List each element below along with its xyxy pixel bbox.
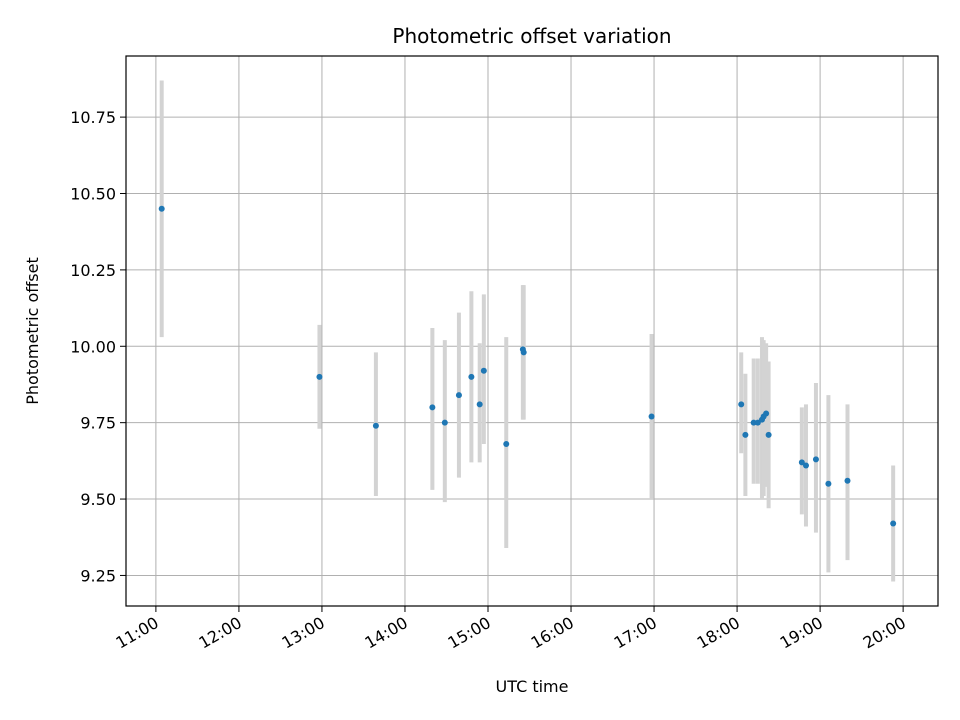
data-point	[158, 205, 165, 212]
y-tick-label: 10.75	[70, 108, 116, 127]
data-point	[765, 431, 772, 438]
chart-title: Photometric offset variation	[392, 24, 671, 48]
data-point	[763, 410, 770, 417]
data-point	[316, 373, 323, 380]
data-point	[476, 401, 483, 408]
grid	[126, 56, 938, 606]
y-tick-label: 9.75	[80, 414, 116, 433]
data-point	[468, 373, 475, 380]
data-point	[480, 367, 487, 374]
data-point	[890, 520, 897, 527]
data-point	[648, 413, 655, 420]
y-axis-label: Photometric offset	[23, 257, 42, 405]
plot-frame	[125, 55, 939, 607]
data-point	[455, 392, 462, 399]
data-point	[520, 349, 527, 356]
data-point	[738, 401, 745, 408]
data-point	[441, 419, 448, 426]
y-tick-label: 10.50	[70, 185, 116, 204]
data-points	[158, 205, 897, 527]
data-point	[503, 441, 510, 448]
data-point	[825, 480, 832, 487]
data-point	[372, 422, 379, 429]
data-point	[750, 419, 757, 426]
data-point	[844, 477, 851, 484]
data-point	[742, 431, 749, 438]
y-tick-label: 10.00	[70, 337, 116, 356]
x-axis-label: UTC time	[496, 677, 569, 696]
y-tick-label: 9.50	[80, 490, 116, 509]
y-tick-label: 10.25	[70, 261, 116, 280]
data-point	[754, 419, 761, 426]
data-point	[802, 462, 809, 469]
data-point	[798, 459, 805, 466]
data-point	[429, 404, 436, 411]
y-tick-label: 9.25	[80, 566, 116, 585]
data-point	[812, 456, 819, 463]
